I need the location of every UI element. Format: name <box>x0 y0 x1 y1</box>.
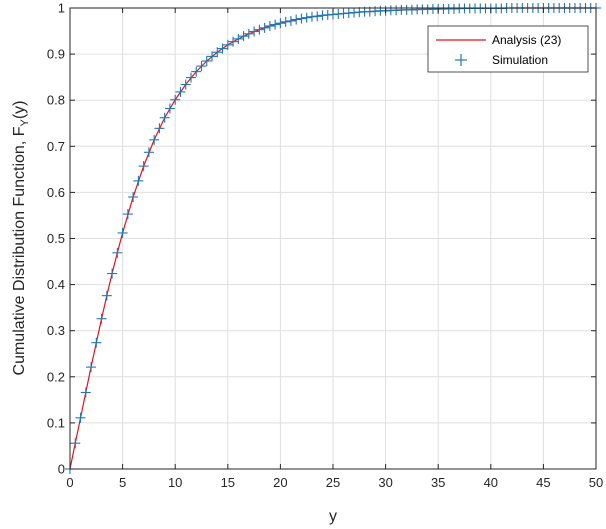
simulation-point <box>207 51 218 62</box>
simulation-point <box>122 209 133 220</box>
legend-analysis-label: Analysis (23) <box>492 33 561 47</box>
simulation-point <box>91 337 102 348</box>
simulation-point <box>180 79 191 90</box>
y-tick-label: 0.4 <box>47 277 65 292</box>
simulation-point <box>107 268 118 279</box>
simulation-point <box>133 175 144 186</box>
y-tick-label: 0.3 <box>47 323 65 338</box>
simulation-point <box>70 438 81 449</box>
simulation-point <box>312 11 323 22</box>
simulation-point <box>264 20 275 31</box>
simulation-point <box>101 290 112 301</box>
simulation-point <box>80 387 91 398</box>
simulation-point <box>285 15 296 26</box>
x-tick-labels: 0 5 10 15 20 25 30 35 40 45 50 <box>66 475 603 490</box>
simulation-point <box>201 56 212 67</box>
simulation-point <box>154 123 165 134</box>
y-tick-label: 0.6 <box>47 185 65 200</box>
legend-simulation-label: Simulation <box>492 53 548 67</box>
simulation-point <box>117 227 128 238</box>
legend-simulation-swatch <box>455 54 467 66</box>
simulation-point <box>238 31 249 42</box>
simulation-point <box>291 14 302 25</box>
simulation-point <box>138 161 149 172</box>
simulation-point <box>75 412 86 423</box>
axis-ticks <box>69 7 597 470</box>
simulation-point <box>254 24 265 35</box>
simulation-point <box>212 47 223 58</box>
simulation-point <box>143 147 154 158</box>
y-tick-label: 0.9 <box>47 47 65 62</box>
x-tick-label: 50 <box>589 475 603 490</box>
y-axis-label-main: Cumulative Distribution Function, F <box>11 126 28 375</box>
simulation-point <box>217 43 228 54</box>
x-tick-label: 30 <box>378 475 392 490</box>
simulation-point <box>175 86 186 97</box>
x-tick-label: 40 <box>484 475 498 490</box>
x-axis-label: y <box>329 508 337 525</box>
y-axis-label-sub: Y <box>19 119 31 127</box>
simulation-point <box>185 72 196 83</box>
y-axis-label: Cumulative Distribution Function, FY(y) <box>11 101 31 376</box>
simulation-point <box>233 33 244 44</box>
y-axis-label-tail: (y) <box>11 101 28 120</box>
simulation-point <box>159 112 170 123</box>
x-tick-label: 45 <box>536 475 550 490</box>
simulation-point <box>243 28 254 39</box>
simulation-point <box>96 313 107 324</box>
y-tick-label: 0.5 <box>47 231 65 246</box>
simulation-point <box>191 66 202 77</box>
simulation-point <box>270 19 281 30</box>
simulation-point <box>280 16 291 27</box>
simulation-point <box>86 362 97 373</box>
simulation-point <box>128 192 139 203</box>
x-tick-label: 35 <box>431 475 445 490</box>
legend-box <box>427 25 589 73</box>
simulation-point <box>296 13 307 24</box>
simulation-point <box>196 61 207 72</box>
legend: Analysis (23) Simulation <box>427 25 589 73</box>
simulation-point <box>259 22 270 33</box>
simulation-point <box>112 247 123 258</box>
y-tick-label: 1 <box>58 1 65 16</box>
x-tick-label: 25 <box>326 475 340 490</box>
simulation-point <box>275 18 286 29</box>
simulation-point <box>249 26 260 37</box>
simulation-point <box>228 36 239 47</box>
y-tick-label: 0.8 <box>47 93 65 108</box>
x-tick-label: 20 <box>273 475 287 490</box>
y-tick-labels: 0 0.1 0.2 0.3 0.4 0.5 0.6 0.7 0.8 0.9 1 <box>47 1 65 477</box>
x-tick-label: 5 <box>119 475 126 490</box>
y-tick-label: 0 <box>58 462 65 477</box>
simulation-point <box>222 39 233 50</box>
simulation-point <box>149 134 160 145</box>
y-tick-label: 0.1 <box>47 415 65 430</box>
x-tick-label: 10 <box>168 475 182 490</box>
simulation-point <box>301 12 312 23</box>
x-tick-label: 15 <box>221 475 235 490</box>
x-tick-label: 0 <box>66 475 73 490</box>
y-tick-label: 0.7 <box>47 139 65 154</box>
simulation-point <box>170 94 181 105</box>
simulation-point <box>164 103 175 114</box>
y-tick-label: 0.2 <box>47 369 65 384</box>
